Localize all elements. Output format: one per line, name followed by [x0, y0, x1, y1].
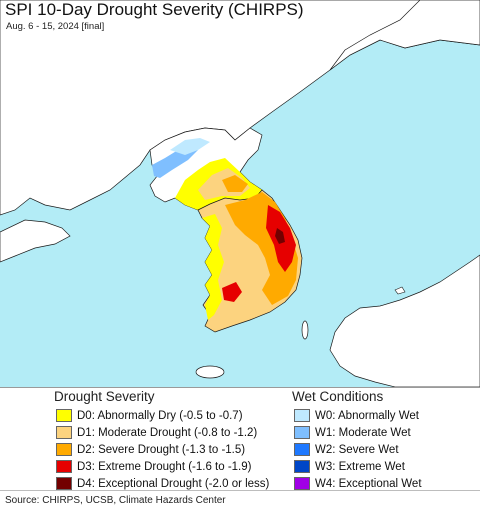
wet-conditions-heading: Wet Conditions — [292, 389, 384, 404]
map-subtitle: Aug. 6 - 15, 2024 [final] — [6, 21, 105, 32]
legend-swatch-d2 — [56, 443, 72, 456]
legend-label-d0: D0: Abnormally Dry (-0.5 to -0.7) — [77, 409, 243, 422]
drought-severity-heading: Drought Severity — [54, 389, 155, 404]
legend-swatch-d1 — [56, 426, 72, 439]
map-canvas — [0, 0, 480, 387]
legend-swatch-w0 — [294, 409, 310, 422]
legend-swatch-d3 — [56, 460, 72, 473]
map-panel: SPI 10-Day Drought Severity (CHIRPS) Aug… — [0, 0, 480, 387]
legend-label-d1: D1: Moderate Drought (-0.8 to -1.2) — [77, 426, 258, 439]
nk-d2-area — [222, 175, 248, 192]
wet-area-w0 — [170, 138, 210, 155]
legend-label-d4: D4: Exceptional Drought (-2.0 or less) — [77, 477, 270, 490]
legend-label-d3: D3: Extreme Drought (-1.6 to -1.9) — [77, 460, 252, 473]
legend-label-d2: D2: Severe Drought (-1.3 to -1.5) — [77, 443, 246, 456]
legend-item-d4: D4: Exceptional Drought (-2.0 or less) — [56, 476, 269, 491]
legend-swatch-w2 — [294, 443, 310, 456]
legend-label-w4: W4: Exceptional Wet — [315, 477, 422, 490]
legend-swatch-w3 — [294, 460, 310, 473]
legend-item-w0: W0: Abnormally Wet — [294, 408, 419, 423]
legend-item-w4: W4: Exceptional Wet — [294, 476, 422, 491]
russia-landmass — [329, 0, 480, 71]
jeju-island — [195, 365, 225, 379]
legend-label-w3: W3: Extreme Wet — [315, 460, 405, 473]
legend-item-d1: D1: Moderate Drought (-0.8 to -1.2) — [56, 425, 257, 440]
sk-d0-west — [202, 214, 224, 320]
tsushima-island — [301, 320, 309, 340]
legend-label-w0: W0: Abnormally Wet — [315, 409, 419, 422]
source-footer: Source: CHIRPS, UCSB, Climate Hazards Ce… — [0, 490, 480, 511]
legend-swatch-w1 — [294, 426, 310, 439]
sk-d3-south — [222, 282, 242, 302]
legend-panel: Drought Severity Wet Conditions D0: Abno… — [0, 387, 480, 491]
legend-item-d3: D3: Extreme Drought (-1.6 to -1.9) — [56, 459, 251, 474]
legend-item-w3: W3: Extreme Wet — [294, 459, 405, 474]
legend-swatch-d0 — [56, 409, 72, 422]
legend-swatch-d4 — [56, 477, 72, 490]
legend-item-d2: D2: Severe Drought (-1.3 to -1.5) — [56, 442, 245, 457]
legend-label-w1: W1: Moderate Wet — [315, 426, 411, 439]
japan-landmass — [329, 254, 480, 387]
source-text: Source: CHIRPS, UCSB, Climate Hazards Ce… — [5, 495, 226, 506]
legend-item-d0: D0: Abnormally Dry (-0.5 to -0.7) — [56, 408, 243, 423]
map-title: SPI 10-Day Drought Severity (CHIRPS) — [5, 0, 304, 19]
legend-label-w2: W2: Severe Wet — [315, 443, 399, 456]
legend-swatch-w4 — [294, 477, 310, 490]
japan-oki-islands — [394, 286, 406, 295]
shandong-peninsula — [0, 219, 71, 263]
legend-item-w1: W1: Moderate Wet — [294, 425, 411, 440]
sk-d4-spot — [275, 228, 285, 244]
legend-item-w2: W2: Severe Wet — [294, 442, 399, 457]
